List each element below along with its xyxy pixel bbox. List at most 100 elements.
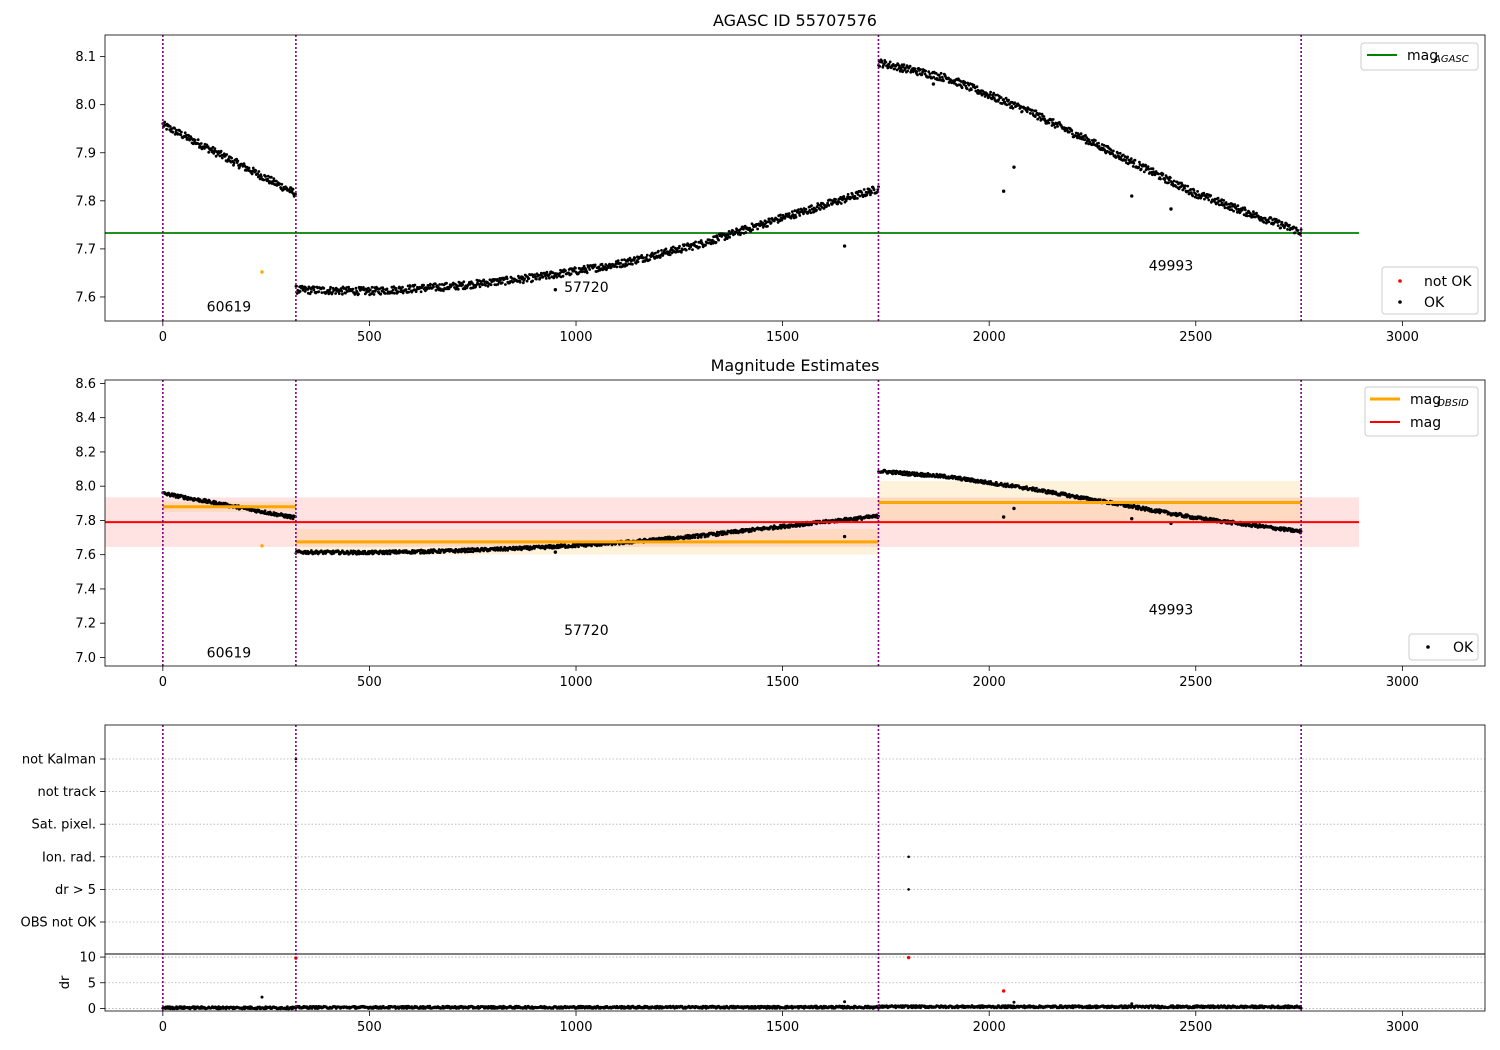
- ok-point: [1035, 486, 1038, 490]
- ok-point: [521, 275, 525, 279]
- ok-point: [1209, 194, 1213, 197]
- ok-point: [728, 235, 732, 239]
- legend-label-ok: OK: [1453, 640, 1474, 656]
- ok-point: [574, 266, 577, 270]
- ok-point: [1137, 165, 1141, 169]
- ok-point: [393, 291, 396, 295]
- ok-point: [232, 161, 236, 165]
- ok-point: [668, 253, 672, 257]
- ok-point: [230, 156, 234, 160]
- ok-point: [370, 285, 374, 289]
- ok-point: [340, 289, 344, 293]
- ok-point: [381, 287, 385, 291]
- ok-point: [1191, 194, 1195, 198]
- ok-point: [938, 76, 942, 79]
- ok-point: [1139, 167, 1143, 171]
- ok-point: [432, 285, 435, 289]
- ok-point: [1138, 160, 1141, 164]
- ok-point: [1196, 190, 1199, 193]
- x-tick-label: 3000: [1386, 330, 1419, 345]
- ok-point: [1079, 132, 1083, 136]
- ok-point: [1102, 144, 1106, 147]
- ok-point: [940, 75, 944, 79]
- not-ok-point: [260, 544, 264, 548]
- ok-point: [723, 238, 727, 242]
- ok-point: [1223, 206, 1227, 210]
- ok-point: [947, 76, 950, 80]
- ok-point: [1183, 184, 1187, 188]
- ok-point: [827, 204, 831, 207]
- ok-outlier-point: [1169, 207, 1173, 211]
- ok-point: [339, 287, 343, 290]
- ok-point: [173, 126, 177, 130]
- ok-point: [588, 268, 592, 271]
- ok-point: [804, 207, 808, 211]
- ok-point: [1222, 203, 1226, 207]
- ok-point: [385, 287, 389, 291]
- ok-point: [269, 175, 273, 179]
- ok-point: [429, 282, 432, 286]
- ok-point: [274, 179, 278, 183]
- legend-frame: [1360, 42, 1479, 71]
- ok-point: [1229, 205, 1232, 209]
- ok-point: [769, 221, 773, 225]
- ok-point: [657, 249, 660, 253]
- ok-point: [1296, 229, 1300, 232]
- ok-point: [808, 209, 812, 212]
- ok-point: [486, 284, 490, 288]
- ok-point: [899, 66, 903, 69]
- ok-point: [787, 212, 791, 215]
- x-tick-label: 500: [357, 330, 382, 345]
- ok-point: [699, 239, 703, 242]
- ok-point: [531, 279, 534, 283]
- ok-point: [567, 271, 570, 275]
- ok-point: [183, 131, 187, 135]
- ok-point: [934, 71, 938, 75]
- y-tick-label: 7.8: [75, 514, 96, 529]
- ok-point: [714, 241, 718, 244]
- ok-point: [1084, 134, 1087, 137]
- ok-point: [920, 73, 924, 77]
- ok-point: [1278, 220, 1281, 223]
- legend-mag-agasc: mag AGASC: [1360, 42, 1479, 71]
- ok-point: [1151, 167, 1155, 171]
- ok-point: [988, 93, 992, 96]
- ok-point: [1056, 125, 1059, 128]
- ok-point: [988, 95, 991, 99]
- ok-point: [257, 170, 261, 173]
- ok-point: [631, 262, 634, 266]
- ok-point: [776, 221, 780, 224]
- obsid-label: 49993: [1149, 259, 1194, 275]
- ok-point: [499, 279, 502, 282]
- ok-point: [842, 195, 846, 198]
- ok-point: [999, 96, 1003, 99]
- ok-point: [414, 290, 418, 293]
- legend-label-mag: mag: [1407, 48, 1438, 64]
- ok-point: [802, 212, 805, 216]
- ok-point: [260, 175, 263, 179]
- obsid-label: 49993: [1149, 603, 1194, 619]
- ok-point: [1172, 179, 1176, 183]
- ok-point: [225, 153, 229, 156]
- ok-point: [383, 292, 387, 295]
- ok-point: [1007, 98, 1010, 102]
- panel-1-title: AGASC ID 55707576: [713, 11, 877, 30]
- ok-point: [386, 552, 389, 556]
- ok-point: [620, 258, 624, 262]
- ok-point: [992, 91, 996, 95]
- ok-point: [171, 130, 175, 134]
- ok-point: [740, 231, 743, 235]
- ok-point: [818, 208, 822, 211]
- ok-point: [1142, 170, 1146, 174]
- ok-point: [942, 79, 945, 83]
- x-tick-label: 2500: [1179, 675, 1212, 690]
- ok-point: [1262, 220, 1266, 224]
- ok-point: [908, 64, 912, 68]
- ok-point: [1071, 132, 1074, 136]
- ok-point: [872, 188, 876, 192]
- ok-point: [1133, 158, 1137, 162]
- ok-point: [1013, 101, 1017, 105]
- dr-tick-label: 10: [79, 951, 96, 966]
- ok-point: [1131, 165, 1135, 168]
- ok-point: [794, 213, 797, 217]
